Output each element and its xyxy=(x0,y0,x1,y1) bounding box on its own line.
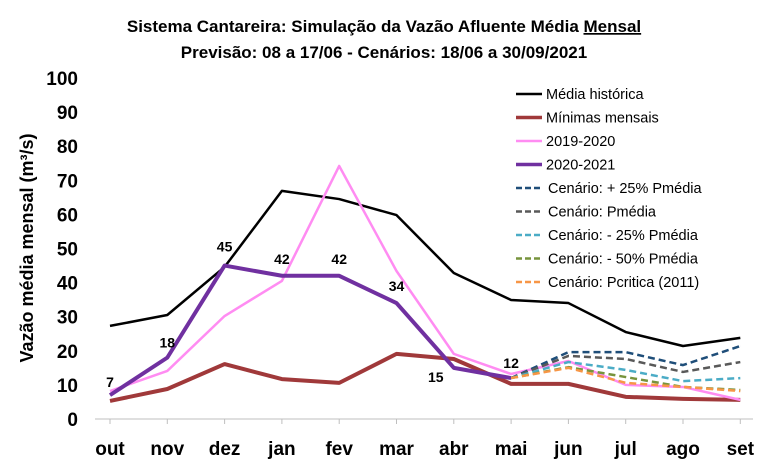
series-line-8 xyxy=(510,366,741,393)
data-label: 15 xyxy=(428,369,444,385)
y-tick-label: 100 xyxy=(46,69,78,90)
x-tick-label: nov xyxy=(150,439,184,460)
legend-label: Cenário: - 25% Pmédia xyxy=(548,228,699,244)
data-label: 7 xyxy=(106,374,114,390)
y-tick-label: 60 xyxy=(57,205,78,226)
legend-label: Cenário: - 50% Pmédia xyxy=(548,252,699,268)
y-tick-label: 50 xyxy=(57,240,78,261)
y-axis-label: Vazão média mensal (m³/s) xyxy=(17,133,37,362)
y-tick-label: 70 xyxy=(57,171,78,192)
series-line-1 xyxy=(109,351,741,403)
data-label: 18 xyxy=(160,335,176,351)
legend-label: Cenário: + 25% Pmédia xyxy=(548,181,702,197)
series-line-7 xyxy=(510,365,741,392)
series-line-6 xyxy=(510,360,741,383)
x-tick-label: abr xyxy=(439,439,469,460)
y-tick-label: 30 xyxy=(57,308,78,329)
data-label: 42 xyxy=(274,251,290,267)
data-label: 12 xyxy=(503,355,519,371)
legend-label: Cenário: Pmédia xyxy=(548,205,657,221)
legend-label: Mínimas mensais xyxy=(546,111,659,127)
data-label: 42 xyxy=(331,251,347,267)
legend-label: 2020-2021 xyxy=(546,158,615,174)
y-tick-label: 80 xyxy=(57,137,78,158)
y-tick-label: 90 xyxy=(57,103,78,124)
data-label: 45 xyxy=(217,239,233,255)
y-tick-label: 20 xyxy=(57,342,78,363)
chart-title-line1: Sistema Cantareira: Simulação da Vazão A… xyxy=(127,17,641,36)
x-tick-label: fev xyxy=(325,439,353,460)
series-line-3 xyxy=(108,263,512,397)
legend-label: Cenário: Pcritica (2011) xyxy=(548,275,699,291)
x-tick-label: set xyxy=(727,439,755,460)
legend-label: 2019-2020 xyxy=(546,134,615,150)
series-line-2 xyxy=(109,164,741,402)
data-label: 34 xyxy=(389,278,405,294)
x-tick-label: jul xyxy=(614,439,637,460)
x-tick-label: jan xyxy=(267,439,295,460)
series-line-4 xyxy=(510,344,741,380)
y-tick-label: 10 xyxy=(57,376,78,397)
chart-title-line2: Previsão: 08 a 17/06 - Cenários: 18/06 a… xyxy=(181,43,587,62)
x-tick-label: ago xyxy=(666,439,700,460)
legend-label: Média histórica xyxy=(546,87,644,103)
y-tick-label: 0 xyxy=(67,410,78,431)
series-line-0 xyxy=(109,189,741,348)
y-tick-label: 40 xyxy=(57,274,78,295)
x-tick-label: out xyxy=(95,439,125,460)
x-tick-label: mai xyxy=(495,439,528,460)
x-tick-label: mar xyxy=(379,439,414,460)
x-tick-label: jun xyxy=(553,439,583,460)
x-tick-label: dez xyxy=(209,439,241,460)
